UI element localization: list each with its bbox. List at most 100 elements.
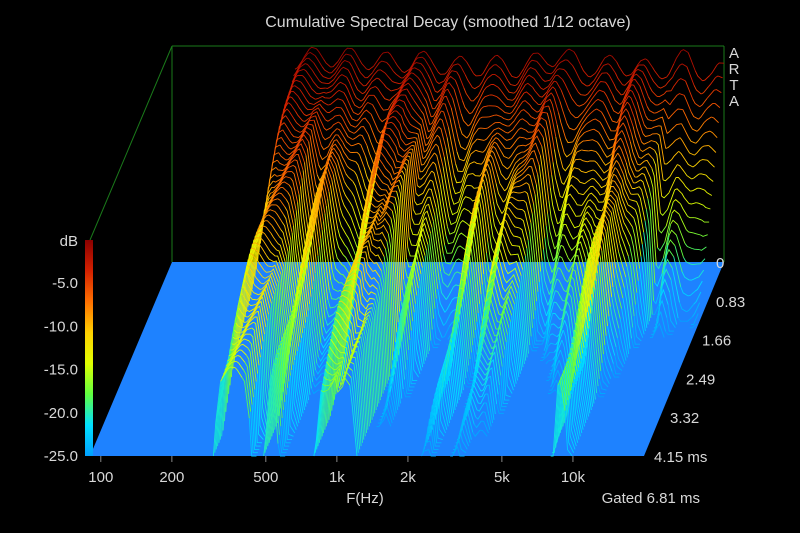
decay-slice-segment bbox=[287, 387, 296, 434]
decay-slice-segment bbox=[692, 160, 701, 168]
decay-slice-segment bbox=[333, 364, 342, 371]
decay-slice-segment bbox=[649, 133, 658, 136]
decay-slice-segment bbox=[461, 207, 470, 212]
decay-slice-segment bbox=[574, 149, 582, 158]
decay-slice-segment bbox=[562, 234, 570, 247]
decay-slice-segment bbox=[570, 348, 578, 372]
decay-slice-segment bbox=[534, 194, 543, 261]
decay-slice-segment bbox=[515, 101, 524, 113]
decay-slice-segment bbox=[342, 377, 351, 387]
decay-slice-segment bbox=[648, 187, 657, 266]
decay-slice-segment bbox=[424, 89, 433, 109]
decay-slice-segment bbox=[363, 220, 371, 224]
decay-slice-segment bbox=[499, 296, 508, 309]
decay-slice-segment bbox=[384, 205, 393, 212]
decay-slice-segment bbox=[369, 124, 378, 143]
decay-slice-segment bbox=[352, 181, 361, 201]
decay-slice-segment bbox=[589, 321, 598, 394]
decay-slice-segment bbox=[587, 72, 596, 78]
decay-slice-segment bbox=[643, 232, 652, 318]
decay-slice-segment bbox=[260, 237, 269, 249]
decay-slice-segment bbox=[369, 284, 378, 290]
decay-slice-segment bbox=[702, 75, 711, 82]
decay-slice-segment bbox=[563, 152, 572, 158]
decay-slice-segment bbox=[549, 99, 558, 125]
decay-slice-segment bbox=[258, 215, 267, 227]
decay-slice-segment bbox=[289, 140, 298, 144]
decay-slice-segment bbox=[363, 109, 372, 115]
decay-slice-segment bbox=[614, 72, 623, 86]
decay-slice-segment bbox=[698, 173, 707, 176]
y-tick-label: -5.0 bbox=[52, 275, 78, 292]
decay-slice-segment bbox=[237, 332, 245, 346]
decay-slice-segment bbox=[350, 255, 359, 269]
decay-slice-segment bbox=[642, 133, 651, 138]
decay-slice-segment bbox=[254, 231, 263, 237]
decay-slice-segment bbox=[358, 206, 367, 253]
decay-slice-segment bbox=[459, 244, 468, 315]
decay-slice-segment bbox=[552, 349, 561, 376]
decay-slice-segment bbox=[377, 69, 386, 74]
decay-slice-segment bbox=[382, 127, 391, 131]
decay-slice-segment bbox=[576, 371, 585, 427]
decay-slice-segment bbox=[513, 82, 522, 94]
decay-slice-segment bbox=[232, 336, 241, 340]
decay-slice-segment bbox=[430, 340, 439, 348]
decay-slice-segment bbox=[466, 61, 475, 75]
decay-slice-segment bbox=[433, 110, 442, 127]
decay-slice-segment bbox=[603, 354, 612, 379]
decay-slice-segment bbox=[249, 253, 258, 260]
decay-slice-segment bbox=[367, 219, 376, 232]
decay-slice-segment bbox=[613, 204, 622, 237]
decay-slice-segment bbox=[605, 201, 614, 209]
decay-slice-segment bbox=[654, 150, 663, 197]
decay-slice-segment bbox=[356, 111, 365, 122]
decay-slice-segment bbox=[422, 56, 430, 68]
decay-slice-segment bbox=[380, 138, 388, 143]
decay-slice-segment bbox=[330, 121, 339, 128]
brand-letter: T bbox=[729, 77, 738, 94]
decay-slice-segment bbox=[450, 446, 458, 457]
decay-slice-segment bbox=[564, 270, 573, 283]
decay-slice-segment bbox=[335, 238, 344, 256]
decay-slice-segment bbox=[307, 51, 316, 56]
decay-slice-segment bbox=[677, 164, 685, 173]
decay-slice-segment bbox=[338, 342, 347, 349]
decay-slice-segment bbox=[508, 285, 517, 299]
decay-slice-segment bbox=[584, 211, 593, 219]
decay-slice-segment bbox=[420, 273, 429, 355]
y-tick-label: -20.0 bbox=[44, 405, 78, 422]
decay-slice-segment bbox=[702, 130, 711, 135]
decay-slice-segment bbox=[544, 128, 553, 176]
decay-slice-segment bbox=[387, 98, 396, 110]
decay-slice-segment bbox=[535, 69, 543, 80]
decay-slice-segment bbox=[375, 86, 383, 96]
decay-slice-segment bbox=[363, 258, 372, 280]
decay-slice-segment bbox=[386, 62, 395, 72]
decay-slice-segment bbox=[643, 64, 652, 78]
decay-slice-segment bbox=[411, 145, 420, 179]
decay-slice-segment bbox=[300, 81, 309, 94]
decay-slice-segment bbox=[635, 109, 644, 134]
decay-slice-segment bbox=[601, 111, 610, 127]
time-tick-label: 4.15 ms bbox=[654, 449, 707, 466]
decay-slice-segment bbox=[320, 176, 329, 199]
decay-slice-segment bbox=[606, 226, 615, 278]
decay-slice-segment bbox=[308, 115, 316, 122]
decay-slice-segment bbox=[446, 355, 455, 414]
decay-slice-segment bbox=[415, 92, 423, 105]
decay-slice-segment bbox=[565, 360, 574, 384]
decay-slice-segment bbox=[326, 361, 335, 370]
decay-slice-segment bbox=[355, 161, 364, 179]
decay-slice-segment bbox=[294, 360, 303, 417]
decay-slice-segment bbox=[364, 213, 373, 219]
decay-slice-segment bbox=[510, 232, 519, 238]
decay-slice-segment bbox=[569, 93, 578, 106]
decay-slice-segment bbox=[683, 257, 691, 265]
decay-slice-segment bbox=[366, 297, 375, 303]
decay-slice-segment bbox=[365, 156, 374, 177]
decay-slice-segment bbox=[353, 248, 362, 261]
decay-slice-segment bbox=[423, 216, 432, 234]
decay-slice-segment bbox=[652, 117, 661, 122]
decay-slice-segment bbox=[375, 155, 384, 166]
